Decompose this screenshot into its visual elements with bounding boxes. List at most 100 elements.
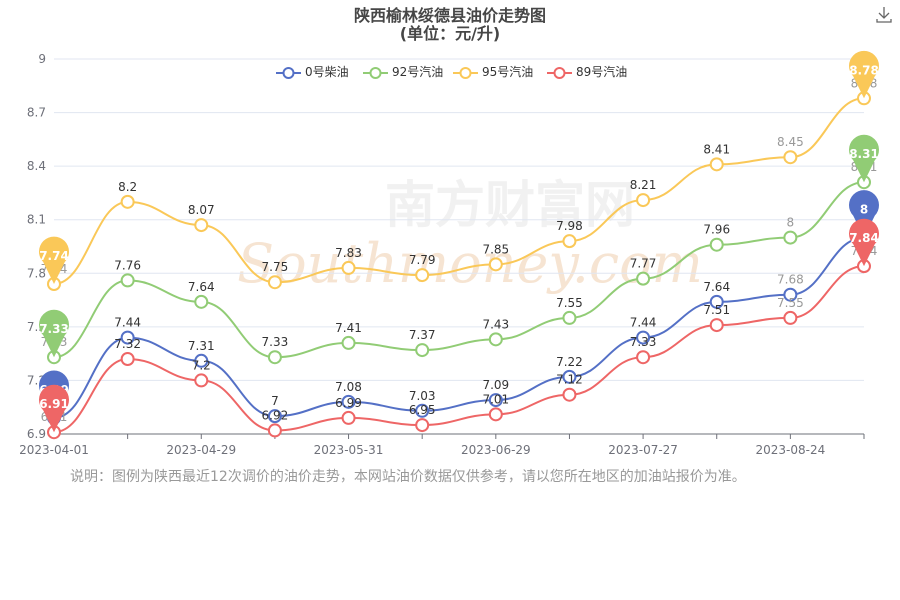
x-tick-label: 2023-04-29 [166, 443, 236, 457]
data-point [783, 310, 798, 325]
data-point [636, 330, 651, 345]
mark-pin [849, 134, 880, 183]
series-line-3 [53, 265, 865, 434]
data-point [783, 230, 798, 245]
data-label: 7.64 [188, 280, 215, 294]
data-point [120, 352, 135, 366]
data-label: 7.22 [556, 355, 583, 369]
mark-pin [39, 309, 69, 358]
legend-item[interactable]: 0号柴油 [276, 63, 349, 81]
mark-pin [39, 384, 69, 433]
series-line-0 [53, 236, 865, 419]
legend-swatch-icon [276, 66, 301, 79]
data-point [415, 418, 430, 433]
legend-swatch-icon [363, 66, 388, 79]
y-tick-label: 8.7 [27, 106, 46, 120]
data-label: 7 [271, 394, 279, 408]
data-point [194, 353, 209, 368]
mark-pin [849, 190, 880, 238]
download-icon[interactable] [876, 6, 892, 24]
data-point [194, 294, 209, 309]
data-label: 6.95 [409, 403, 436, 417]
x-tick-label: 2023-04-01 [19, 443, 89, 457]
data-label: 6.92 [262, 408, 289, 422]
data-point [709, 237, 724, 252]
series-line-2 [53, 97, 865, 285]
mark-pin-label: 8.78 [849, 63, 879, 77]
data-point [783, 287, 798, 302]
legend-item[interactable]: 89号汽油 [547, 63, 627, 81]
data-point [783, 150, 798, 165]
x-tick-label: 2023-06-29 [461, 443, 531, 457]
data-point [267, 409, 282, 424]
data-label: 7.33 [262, 335, 289, 349]
mark-pin-label: 7.84 [849, 231, 879, 245]
data-label: 7.83 [335, 246, 362, 260]
chart-title: 陕西榆林绥德县油价走势图 [353, 6, 546, 25]
data-label: 7.79 [409, 253, 436, 267]
legend-item[interactable]: 92号汽油 [363, 63, 443, 81]
data-point [341, 260, 356, 275]
data-label: 7.68 [777, 273, 804, 287]
mark-pin [849, 50, 880, 99]
legend-swatch-icon [547, 66, 572, 79]
data-point [341, 335, 356, 350]
legend: 0号柴油 92号汽油 95号汽油 89号汽油 [0, 63, 900, 81]
data-label: 7.37 [409, 328, 436, 342]
legend-label: 89号汽油 [576, 65, 628, 79]
data-label: 7.32 [114, 337, 141, 351]
legend-label: 95号汽油 [482, 65, 534, 79]
data-point [562, 387, 577, 402]
legend-label: 92号汽油 [392, 65, 444, 79]
mark-pin-label: 8 [860, 203, 868, 217]
mark-pin-label: 8.31 [849, 147, 879, 161]
data-label: 6.99 [335, 396, 362, 410]
watermark-en: Southmoney.com [237, 232, 703, 295]
data-label: 7.41 [335, 321, 362, 335]
mark-pin [849, 218, 880, 267]
mark-pin-label: 6.91 [39, 397, 69, 411]
data-label: 7.85 [482, 242, 509, 256]
data-point [415, 268, 430, 283]
data-label: 7.33 [630, 335, 657, 349]
data-point [562, 369, 577, 384]
data-label: 7.44 [630, 316, 657, 330]
data-point [194, 218, 209, 233]
mark-pin-label: 7.74 [39, 249, 69, 263]
data-point [636, 193, 651, 208]
data-point [636, 350, 651, 365]
data-label: 7.76 [114, 258, 141, 272]
data-label: 7.96 [703, 223, 730, 237]
data-point [488, 332, 503, 347]
data-label: 7.01 [482, 392, 509, 406]
watermark-cn: 南方财富网 [385, 176, 635, 234]
data-label: 8.41 [703, 142, 730, 156]
data-point [415, 403, 430, 418]
data-point [709, 157, 724, 172]
data-label: 7.55 [777, 296, 804, 310]
series-line-1 [53, 181, 865, 359]
mark-pin [39, 236, 69, 284]
y-tick-label: 6.9 [27, 427, 46, 441]
data-label: 7.98 [556, 219, 583, 233]
legend-item[interactable]: 95号汽油 [453, 63, 533, 81]
data-label: 7.08 [335, 380, 362, 394]
data-label: 8 [787, 216, 795, 230]
data-point [488, 393, 503, 408]
data-label: 7.31 [188, 339, 215, 353]
data-label: 7.09 [482, 378, 509, 392]
data-point [709, 294, 724, 309]
data-label: 7.12 [556, 373, 583, 387]
data-point [341, 394, 356, 409]
data-point [120, 194, 135, 209]
data-point [562, 234, 577, 249]
data-point [488, 407, 503, 422]
data-point [267, 423, 282, 438]
y-tick-label: 9 [38, 52, 46, 66]
data-point [267, 275, 282, 290]
data-label: 7.03 [409, 389, 436, 403]
data-label: 7.77 [630, 257, 657, 271]
data-point [562, 310, 577, 325]
data-label: 7.75 [262, 260, 289, 274]
